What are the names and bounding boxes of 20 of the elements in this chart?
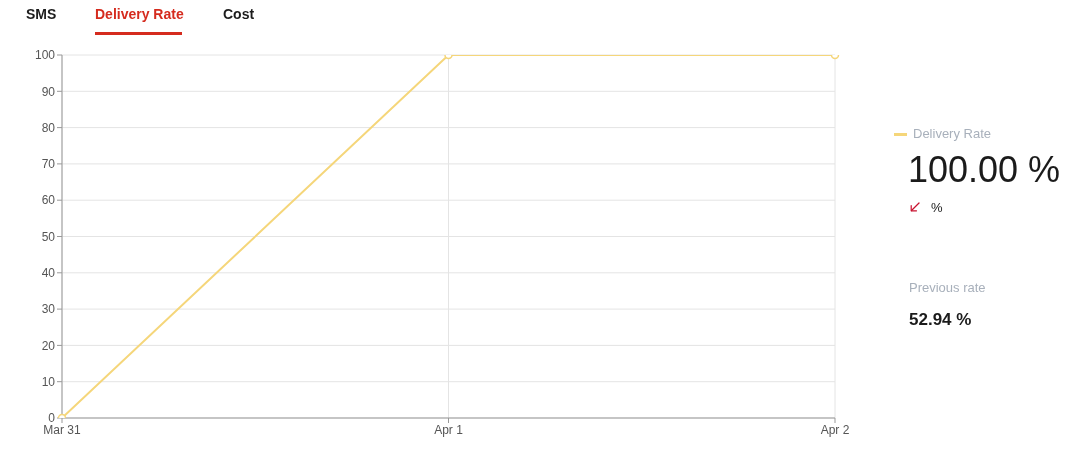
text: SMS — [26, 6, 57, 22]
x-tick-label: Apr 2 — [820, 422, 850, 437]
y-tick-label: 50 — [41, 229, 56, 244]
y-tick-label: 90 — [41, 84, 56, 99]
x-tick-label: Apr 1 — [434, 422, 464, 437]
y-tick-label: 40 — [41, 266, 56, 281]
y-tick-label: 60 — [41, 193, 56, 208]
y-tick-label: 70 — [41, 157, 56, 172]
y-tick-label: 20 — [41, 338, 56, 353]
text: % — [931, 200, 943, 216]
legend-label: Delivery Rate — [913, 126, 992, 142]
chart-title: Delivery Rate — [95, 6, 184, 22]
y-tick-label: 10 — [41, 374, 56, 389]
text: 100.00 % — [908, 149, 1061, 190]
text: Cost — [223, 6, 255, 22]
text: 52.94 % — [909, 310, 972, 330]
y-tick-label: 30 — [41, 302, 56, 317]
y-tick-label: 80 — [41, 120, 56, 135]
text: Previous rate — [909, 280, 986, 296]
y-tick-label: 100 — [34, 48, 56, 63]
